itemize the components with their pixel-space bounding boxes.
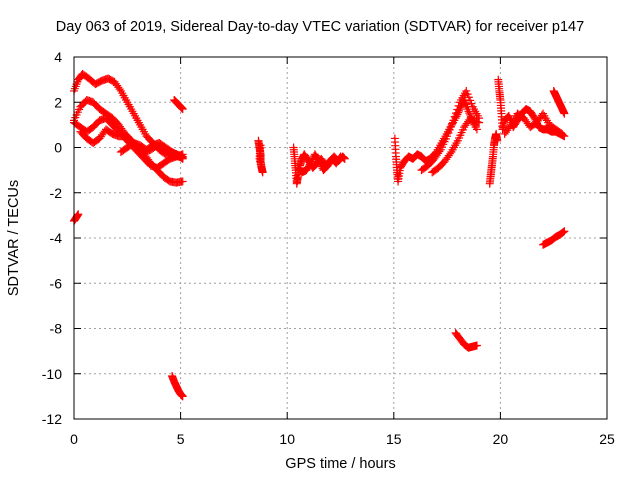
data-point bbox=[178, 105, 187, 114]
grid-lines bbox=[74, 57, 607, 419]
y-axis-label: SDTVAR / TECUs bbox=[6, 179, 22, 297]
data-point bbox=[177, 153, 186, 162]
x-tick-label: 25 bbox=[599, 431, 615, 447]
data-point bbox=[335, 153, 344, 162]
series-arc-6 bbox=[70, 210, 83, 226]
data-point bbox=[435, 147, 444, 156]
x-tick-label: 20 bbox=[493, 431, 509, 447]
data-point bbox=[336, 152, 345, 161]
y-tick-label: 0 bbox=[54, 140, 62, 156]
series-arc-13 bbox=[417, 86, 484, 175]
series-arc-7 bbox=[170, 95, 187, 114]
data-point bbox=[115, 85, 124, 94]
y-tick-label: 2 bbox=[54, 94, 62, 110]
data-point bbox=[558, 129, 567, 138]
y-tick-label: -4 bbox=[50, 230, 63, 246]
series-arc-20 bbox=[539, 227, 569, 249]
data-point bbox=[452, 109, 461, 118]
axis-ticks: 0 5 10 15 20 25 -12 -10 -8 -6 -4 -2 0 2 4 bbox=[42, 49, 615, 447]
y-tick-label: -2 bbox=[50, 185, 63, 201]
data-point bbox=[464, 107, 473, 116]
data-point bbox=[472, 341, 481, 350]
data-point bbox=[560, 227, 569, 236]
data-point bbox=[556, 129, 565, 138]
data-point bbox=[307, 157, 316, 166]
data-point bbox=[558, 228, 567, 237]
series-arc-19 bbox=[549, 86, 569, 118]
x-tick-label: 10 bbox=[279, 431, 295, 447]
x-tick-label: 15 bbox=[386, 431, 402, 447]
x-axis-label: GPS time / hours bbox=[285, 456, 396, 472]
data-point bbox=[472, 125, 481, 134]
y-tick-label: -8 bbox=[50, 321, 63, 337]
series-arc-5 bbox=[116, 138, 187, 163]
series-arc-14 bbox=[428, 114, 481, 177]
data-point bbox=[74, 210, 83, 219]
data-point bbox=[505, 122, 514, 131]
chart-title: Day 063 of 2019, Sidereal Day-to-day VTE… bbox=[55, 19, 585, 35]
data-point bbox=[560, 109, 569, 118]
series-arc-18 bbox=[500, 109, 567, 138]
data-point bbox=[178, 177, 187, 186]
series-arc-15 bbox=[451, 329, 481, 352]
series-arc-9 bbox=[254, 136, 267, 177]
data-point bbox=[449, 116, 458, 125]
x-tick-label: 0 bbox=[70, 431, 78, 447]
series-arc-16 bbox=[485, 129, 502, 188]
data-point bbox=[256, 141, 265, 150]
data-points bbox=[70, 69, 569, 401]
data-point bbox=[315, 157, 324, 166]
data-point bbox=[475, 114, 484, 123]
data-point bbox=[465, 109, 474, 118]
data-point bbox=[450, 112, 459, 121]
data-point bbox=[559, 227, 568, 236]
data-point bbox=[316, 158, 325, 167]
data-point bbox=[178, 392, 187, 401]
data-point bbox=[493, 136, 502, 145]
series-arc-11 bbox=[293, 150, 345, 177]
y-tick-label: -12 bbox=[42, 411, 62, 427]
data-point bbox=[316, 160, 325, 169]
y-tick-label: 4 bbox=[54, 49, 62, 65]
x-tick-label: 5 bbox=[177, 431, 185, 447]
data-point bbox=[306, 159, 315, 168]
data-point bbox=[454, 101, 463, 110]
data-point bbox=[178, 154, 187, 163]
data-point bbox=[453, 105, 462, 114]
data-point bbox=[177, 154, 186, 163]
data-point bbox=[446, 149, 455, 158]
series-arc-8 bbox=[168, 372, 187, 401]
y-tick-label: -6 bbox=[50, 275, 63, 291]
y-tick-label: -10 bbox=[42, 366, 62, 382]
